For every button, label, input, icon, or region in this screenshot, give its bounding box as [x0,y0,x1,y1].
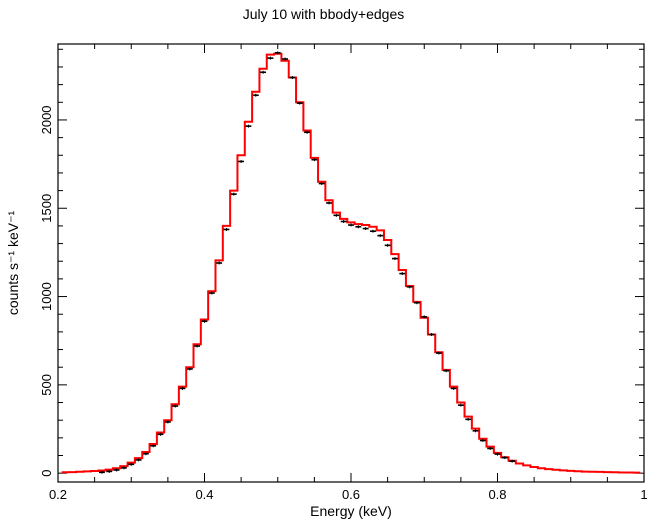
data-point [194,344,201,348]
data-point [333,213,340,217]
data-point [245,124,252,128]
data-layer [99,51,516,474]
data-point [106,469,113,473]
data-point [304,130,310,134]
y-tick-label: 0 [39,470,54,477]
data-point [223,227,230,231]
x-tick-label: 0.6 [342,487,360,502]
data-point [501,456,508,460]
data-point [296,101,303,105]
data-point [252,93,259,97]
data-point [479,438,486,442]
data-point [230,192,237,196]
x-axis-label: Energy (keV) [310,503,392,519]
y-tick-label: 2000 [39,105,54,134]
data-point [465,417,472,421]
data-point [355,225,362,229]
y-tick-label: 1500 [39,194,54,223]
data-point [457,403,464,407]
data-point [311,158,318,162]
model-layer [61,52,641,474]
data-point [150,444,157,448]
y-tick-label: 500 [39,374,54,396]
data-point [340,219,347,223]
data-point [128,462,135,466]
axis-ticks: 0.2 0.4 0.6 0.8 1 0 500 1000 1500 2000 [39,44,647,502]
data-point [120,466,127,470]
data-point [135,458,142,462]
data-point [428,333,435,337]
data-point [413,301,420,305]
data-point [399,272,406,276]
data-point [186,367,193,371]
data-point [179,386,186,390]
data-point [113,468,120,472]
data-point [362,227,369,231]
data-point [384,243,391,247]
data-point [164,420,171,424]
data-point [494,452,501,456]
data-point [406,285,413,289]
data-point [142,452,149,456]
data-point [282,57,289,61]
data-point [326,201,332,205]
data-point [450,386,457,390]
data-point [421,315,428,319]
data-point [318,182,325,186]
data-point [443,369,450,373]
data-point [260,70,267,74]
data-point [435,351,442,355]
data-point [238,159,245,163]
x-tick-label: 0.2 [49,487,67,502]
y-axis-label: counts s⁻¹ keV⁻¹ [5,211,21,316]
data-point [274,51,281,55]
data-point [172,404,179,408]
plot-frame [57,43,645,483]
x-tick-label: 1 [640,487,647,502]
data-point [370,229,376,233]
x-tick-label: 0.8 [488,487,506,502]
data-point [267,56,274,60]
chart-title: July 10 with bbody+edges [242,6,405,22]
model-step-line [61,52,641,474]
x-tick-label: 0.4 [195,487,213,502]
data-point [208,291,215,295]
data-point [487,446,494,450]
y-tick-label: 1000 [39,282,54,311]
data-point [472,429,479,433]
data-point [289,76,296,80]
data-point [201,319,208,323]
data-point [392,257,398,261]
data-point [377,234,384,238]
data-point [216,261,223,265]
data-point [99,470,105,474]
data-point [509,459,516,463]
data-point [348,223,354,227]
data-point [157,432,164,436]
